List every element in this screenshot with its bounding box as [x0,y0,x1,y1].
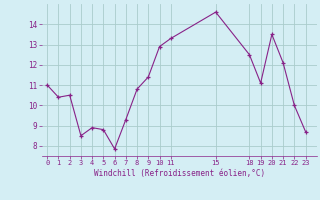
X-axis label: Windchill (Refroidissement éolien,°C): Windchill (Refroidissement éolien,°C) [94,169,265,178]
